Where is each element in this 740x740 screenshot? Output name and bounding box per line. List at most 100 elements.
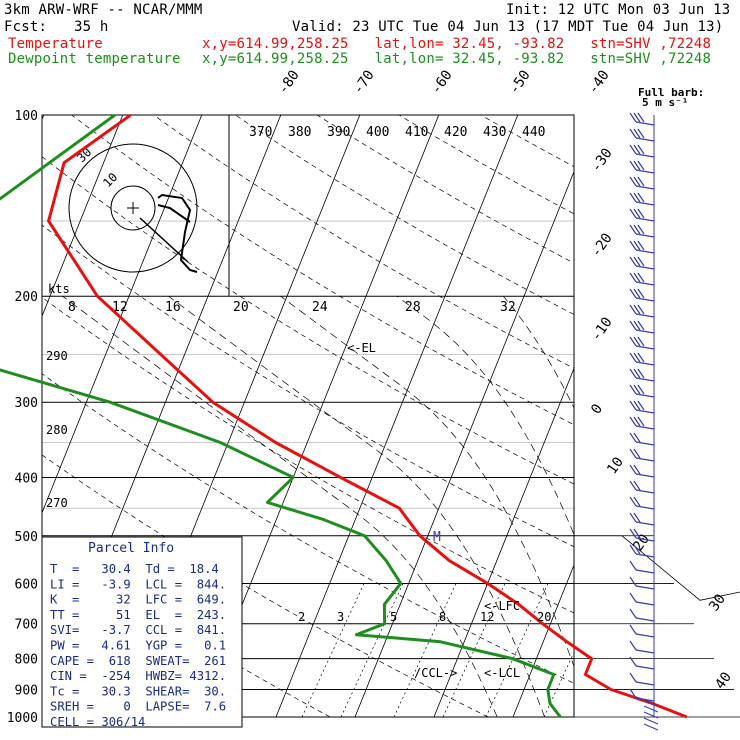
wind-barb — [629, 624, 655, 638]
wind-barb — [629, 336, 655, 350]
pressure-tick-label: 800 — [15, 653, 38, 668]
mixing-ratio-label: 2 — [298, 610, 305, 624]
plot-border — [41, 114, 575, 718]
wind-barb — [629, 400, 655, 414]
wind-barb — [629, 368, 655, 382]
wind-barb — [629, 176, 655, 190]
wind-barb — [629, 432, 655, 446]
isotherm-line — [354, 170, 574, 717]
isotherm-label: 30 — [706, 591, 729, 614]
isotherm-label: -70 — [350, 67, 378, 97]
model-title: 3km ARW-WRF -- NCAR/MMM — [4, 2, 203, 18]
isotherm-line — [275, 115, 519, 717]
wind-barb — [629, 608, 655, 622]
wind-barb — [629, 240, 655, 254]
isotherm-line — [42, 115, 124, 318]
theta-label: 390 — [327, 125, 350, 140]
isotherm-line — [592, 115, 740, 717]
wind-barb — [643, 705, 659, 713]
theta-label: 400 — [366, 125, 389, 140]
dry-adiabat-line — [42, 296, 574, 614]
temperature-profile — [47, 113, 688, 719]
barb-legend-units: 5 m s⁻¹ — [642, 96, 688, 109]
moist-adiabat-line — [503, 295, 574, 409]
isotherm-line — [671, 115, 740, 717]
mixing-ratio-line — [301, 583, 365, 717]
wind-barb — [629, 448, 655, 462]
dry-adiabat-line — [480, 115, 574, 168]
hodograph-speed-label: 32 — [500, 300, 516, 315]
isotherm-label: -60 — [428, 67, 456, 97]
isotherm-label: -50 — [506, 67, 534, 97]
pressure-tick-label: 900 — [15, 683, 38, 698]
moist-adiabat-line — [280, 295, 574, 668]
el-annotation: <-EL — [347, 341, 376, 355]
ccl-annotation: /CCL-> — [414, 666, 457, 680]
parcel-info-row: CELL = 306/14 — [50, 715, 145, 729]
wind-barb — [629, 256, 655, 270]
isotherm-label: -20 — [588, 230, 616, 260]
wind-barb — [629, 688, 655, 702]
parcel-info-row: T = 30.4 Td = 18.4 — [50, 562, 219, 576]
wind-barb — [629, 592, 655, 606]
isotherm-label: 40 — [712, 669, 735, 692]
wind-barb — [629, 528, 655, 542]
wind-barb — [629, 496, 655, 510]
dry-adiabat-line — [42, 224, 574, 548]
dry-adiabat-line — [42, 156, 574, 485]
parcel-info-row: PW = 4.61 YGP = 0.1 — [50, 639, 226, 653]
hodograph-speed-label: 24 — [312, 300, 328, 315]
mixing-ratio-line — [340, 583, 404, 717]
isotherm-line — [42, 115, 203, 514]
parcel-info-row: SREH = 0 LAPSE= 7.6 — [50, 700, 226, 714]
mixing-ratio-line — [393, 583, 457, 717]
wind-barb — [629, 544, 655, 558]
wind-barb — [643, 717, 659, 725]
wind-barb — [629, 640, 655, 654]
theta-label: 410 — [405, 125, 428, 140]
theta-label: 440 — [522, 125, 545, 140]
parcel-info-row: K = 32 LFC = 649. — [50, 593, 226, 607]
pressure-tick-label: 500 — [15, 530, 38, 545]
hodograph-speed-label: 28 — [405, 300, 421, 315]
wind-barb — [643, 723, 659, 731]
fcst-label: Fcst: — [4, 19, 48, 35]
isotherm-label: 0 — [588, 401, 606, 417]
lcl-annotation: <-LCL — [484, 666, 520, 680]
dewpoint-legend-label: Dewpoint temperature — [8, 51, 181, 67]
dry-adiabat-label: 270 — [46, 496, 68, 510]
pressure-tick-label: 1000 — [7, 711, 38, 726]
isotherm-label: -80 — [275, 67, 303, 97]
mid-level-marker: M — [433, 530, 441, 545]
pressure-tick-label: 600 — [15, 577, 38, 592]
theta-label: 380 — [288, 125, 311, 140]
mixing-ratio-label: 3 — [337, 610, 344, 624]
isotherm-label: -30 — [588, 145, 616, 175]
wind-barb — [629, 272, 655, 286]
wind-barb — [629, 672, 655, 686]
wind-barb — [629, 416, 655, 430]
wind-barb — [629, 576, 655, 590]
skew-extension-border — [574, 535, 740, 601]
mixing-ratio-label: 20 — [537, 610, 551, 624]
wind-barb — [643, 699, 659, 707]
wind-barb — [629, 464, 655, 478]
temperature-location: x,y=614.99,258.25 lat,lon= 32.45, -93.82… — [202, 36, 712, 52]
parcel-info-box — [41, 536, 243, 728]
pressure-tick-label: 700 — [15, 618, 38, 633]
parcel-info-row: TT = 51 EL = 243. — [50, 608, 226, 622]
lfc-annotation: <-LFC — [484, 599, 520, 613]
wind-barb — [629, 288, 655, 302]
wind-barb — [629, 560, 655, 574]
wind-barb — [629, 192, 655, 206]
wind-barb — [629, 128, 655, 142]
wind-barb — [629, 160, 655, 174]
hodograph-shear-vector — [139, 217, 189, 263]
wind-barb — [629, 512, 655, 526]
theta-label: 430 — [483, 125, 506, 140]
hodograph-speed-label: 20 — [233, 300, 249, 315]
init-time: Init: 12 UTC Mon 03 Jun 13 — [506, 2, 731, 18]
hodograph-ring — [68, 143, 198, 273]
parcel-info-row: CAPE = 618 SWEAT= 261 — [50, 654, 226, 668]
